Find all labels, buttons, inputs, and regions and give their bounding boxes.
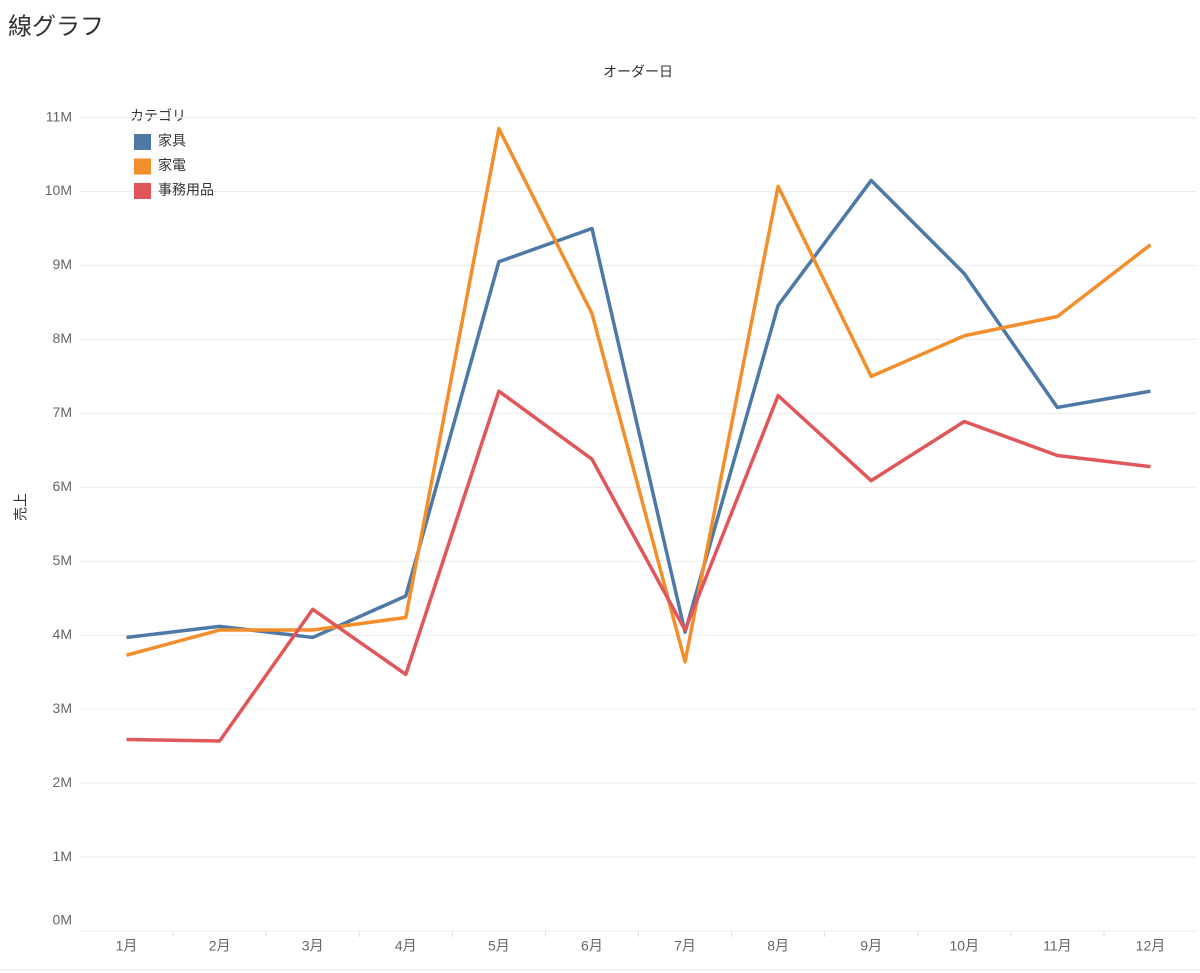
series-line <box>126 126 1152 664</box>
legend-swatch <box>134 158 151 175</box>
x-tick-label: 6月 <box>581 938 603 954</box>
x-axis-title: オーダー日 <box>603 64 673 80</box>
legend-label: 家具 <box>158 133 186 149</box>
legend-label: 事務用品 <box>158 182 214 198</box>
x-tick-label: 12月 <box>1136 938 1166 954</box>
legend-title: カテゴリ <box>130 108 186 124</box>
x-tick-label: 8月 <box>767 938 789 954</box>
y-tick-label: 7M <box>53 404 72 420</box>
x-tick-label: 11月 <box>1043 938 1072 954</box>
x-tick-label: 7月 <box>674 938 696 954</box>
legend-label: 家電 <box>158 157 186 173</box>
x-tick-label: 10月 <box>950 938 980 954</box>
y-tick-label: 5M <box>53 552 72 568</box>
x-tick-label: 5月 <box>488 938 510 954</box>
series-line <box>126 389 1151 743</box>
y-tick-label: 0M <box>53 912 72 928</box>
x-tick-label: 4月 <box>395 938 417 954</box>
x-tick-label: 2月 <box>209 938 231 954</box>
legend-swatch <box>134 134 151 150</box>
series-line <box>126 178 1151 640</box>
x-tick-label: 1月 <box>116 938 138 954</box>
x-tick-label: 3月 <box>302 938 324 954</box>
y-tick-label: 2M <box>53 774 72 790</box>
legend-swatch <box>134 183 151 199</box>
y-tick-label: 10M <box>45 182 72 198</box>
y-tick-label: 6M <box>53 478 72 494</box>
y-tick-label: 11M <box>46 108 72 124</box>
y-tick-label: 9M <box>53 256 72 272</box>
y-tick-label: 8M <box>53 330 72 346</box>
chart-title: 線グラフ <box>8 13 104 40</box>
y-tick-label: 3M <box>53 700 72 716</box>
x-tick-label: 9月 <box>860 938 882 954</box>
y-tick-label: 4M <box>53 626 72 642</box>
y-tick-label: 1M <box>53 848 72 864</box>
y-axis-title: 売上 <box>13 493 29 521</box>
